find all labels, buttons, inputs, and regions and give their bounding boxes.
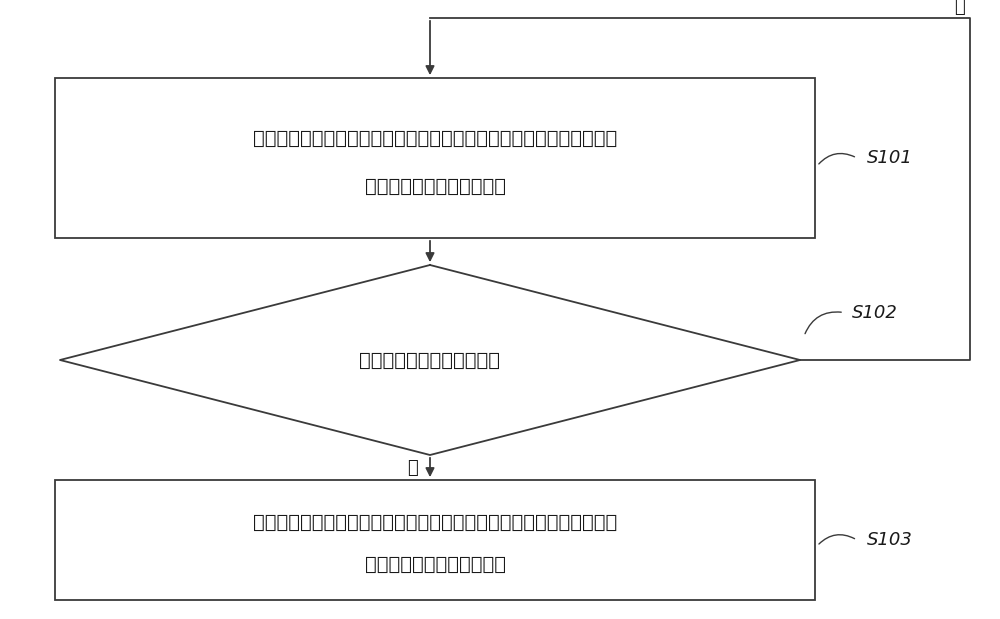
FancyArrowPatch shape (819, 154, 854, 164)
Text: S102: S102 (852, 303, 898, 321)
Text: 从满足跟随条件的用户中选取其中一个用户作为目标用户，控制智能设: 从满足跟随条件的用户中选取其中一个用户作为目标用户，控制智能设 (253, 513, 617, 532)
Text: 判断用户是否满足跟随条件: 判断用户是否满足跟随条件 (360, 350, 501, 370)
FancyArrowPatch shape (819, 535, 855, 544)
Bar (55, 78, 815, 238)
Text: 备对目标用户进行焦点跟随: 备对目标用户进行焦点跟随 (364, 555, 506, 573)
Text: 用户与智能设备之间的距离: 用户与智能设备之间的距离 (364, 177, 506, 196)
Text: 是: 是 (407, 459, 417, 477)
Text: 否: 否 (954, 0, 965, 16)
Bar (55, 480, 815, 600)
Text: S101: S101 (867, 149, 913, 167)
FancyArrowPatch shape (805, 312, 841, 334)
Text: S103: S103 (867, 531, 913, 549)
Text: 对智能设备采集的环境图像进行人脸检测，确定用户的人脸角度，以及: 对智能设备采集的环境图像进行人脸检测，确定用户的人脸角度，以及 (253, 129, 617, 149)
